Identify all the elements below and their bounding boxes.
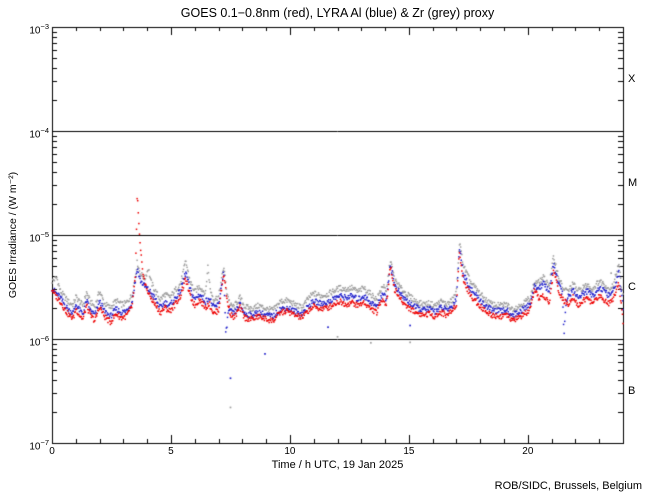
x-tick-label: 15 <box>403 446 415 457</box>
x-tick-label: 5 <box>168 446 174 457</box>
y-tick-label: 10−6 <box>29 334 49 349</box>
x-tick-label: 10 <box>284 446 296 457</box>
y-tick-label: 10−7 <box>29 438 49 453</box>
flare-class-label: X <box>628 73 636 85</box>
flare-class-label: M <box>628 177 638 189</box>
y-tick-label: 10−5 <box>29 230 49 245</box>
y-tick-label: 10−4 <box>29 126 49 141</box>
x-axis-label: Time / h UTC, 19 Jan 2025 <box>271 459 404 471</box>
flare-class-label: B <box>628 385 636 397</box>
footer-credit: ROB/SIDC, Brussels, Belgium <box>494 480 642 492</box>
x-tick-label: 20 <box>522 446 534 457</box>
y-tick-label: 10−3 <box>29 22 49 37</box>
chart-title: GOES 0.1−0.8nm (red), LYRA Al (blue) & Z… <box>180 6 495 20</box>
flare-class-label: C <box>628 281 636 293</box>
x-tick-label: 0 <box>49 446 55 457</box>
